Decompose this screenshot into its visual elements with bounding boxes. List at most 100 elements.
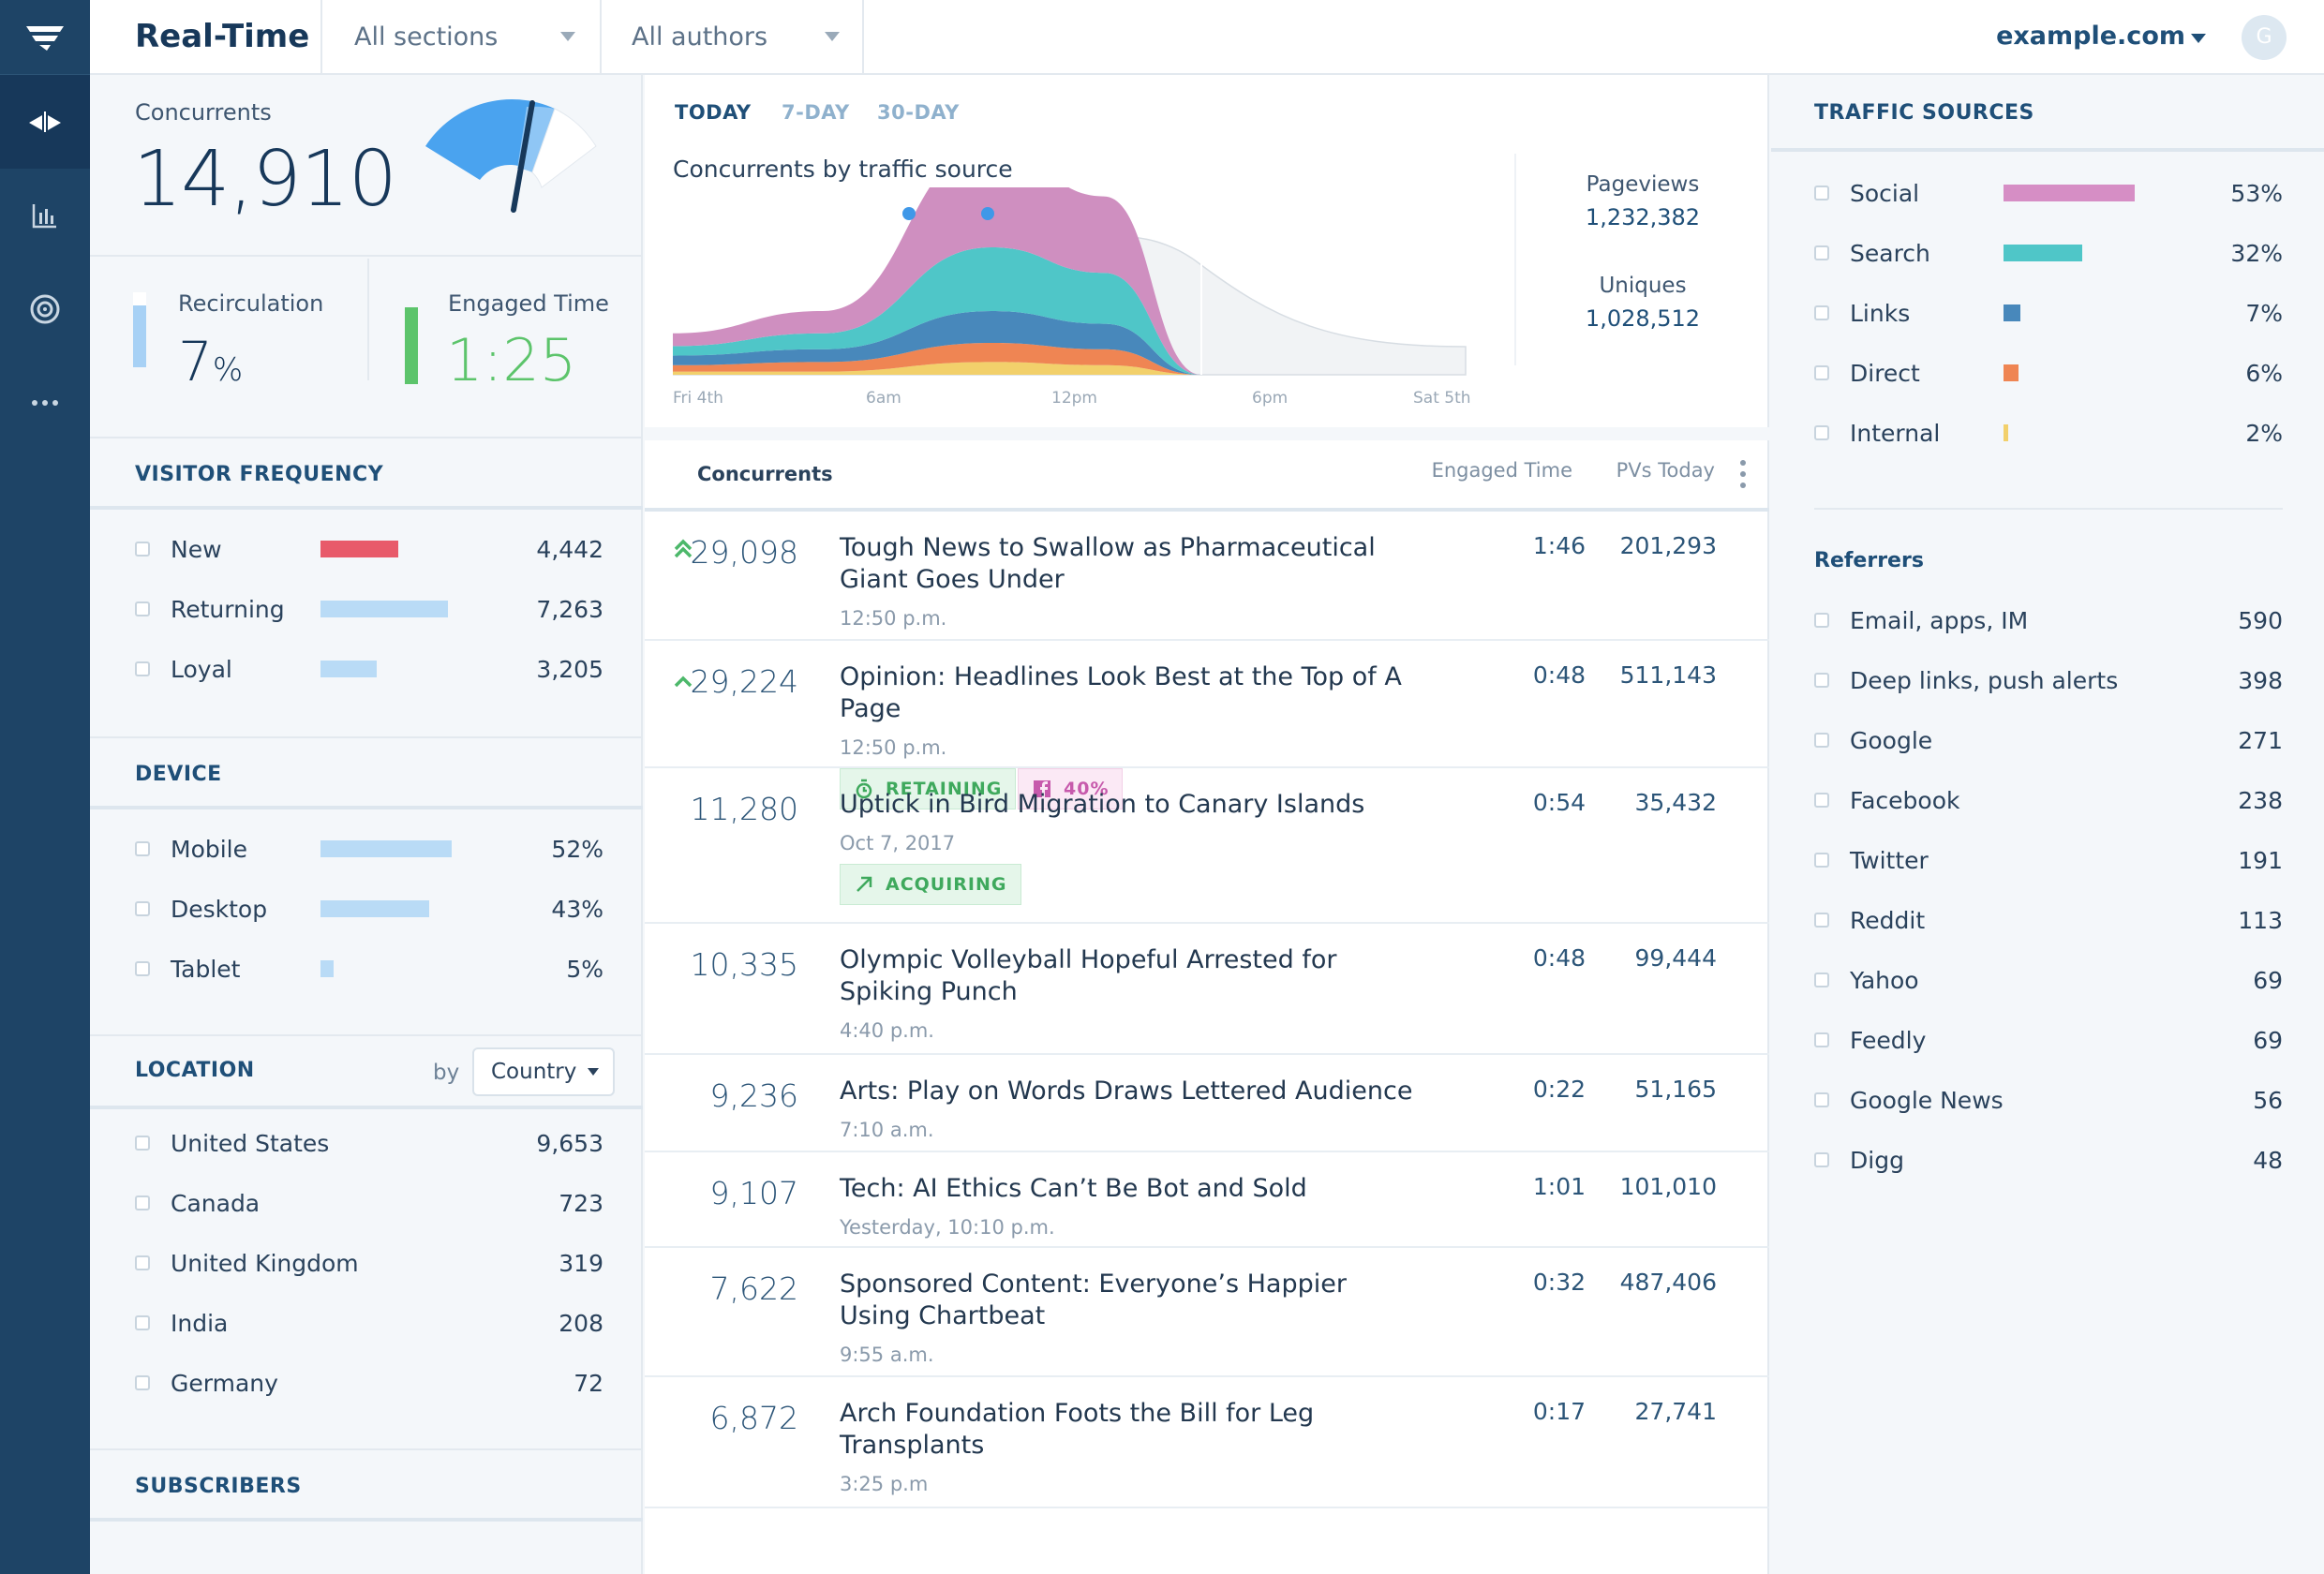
referrer-row[interactable]: Feedly 69	[1814, 1010, 2283, 1070]
story-title[interactable]: Uptick in Bird Migration to Canary Islan…	[840, 790, 1365, 819]
story-title[interactable]: Tough News to Swallow as Pharmaceutical …	[840, 533, 1376, 594]
story-title[interactable]: Opinion: Headlines Look Best at the Top …	[840, 662, 1402, 723]
traffic-source-row[interactable]: Search 32%	[1814, 223, 2283, 283]
location-row[interactable]: United States 9,653	[135, 1113, 603, 1173]
chartbeat-logo[interactable]	[0, 0, 90, 75]
target-icon[interactable]	[0, 262, 90, 356]
device-row[interactable]: Mobile 52%	[135, 819, 603, 879]
checkbox[interactable]	[1814, 1152, 1829, 1167]
referrer-row[interactable]: Email, apps, IM 590	[1814, 590, 2283, 650]
series-area-search[interactable]	[673, 247, 1201, 375]
checkbox[interactable]	[1814, 793, 1829, 808]
story-time: 7:10 a.m.	[840, 1119, 934, 1141]
referrer-row[interactable]: Digg 48	[1814, 1130, 2283, 1190]
referrer-row[interactable]: Deep links, push alerts 398	[1814, 650, 2283, 710]
checkbox[interactable]	[1814, 913, 1829, 928]
checkbox[interactable]	[135, 901, 150, 916]
annotation-dot[interactable]	[902, 207, 916, 220]
traffic-source-row[interactable]: Social 53%	[1814, 163, 2283, 223]
avatar[interactable]: G	[2242, 15, 2287, 60]
series-area-direct[interactable]	[673, 343, 1201, 375]
column-options-icon[interactable]	[1739, 459, 1747, 489]
story-row[interactable]: 7,622 Sponsored Content: Everyone’s Happi…	[645, 1248, 1769, 1377]
visitor-frequency-row[interactable]: New 4,442	[135, 519, 603, 579]
checkbox[interactable]	[1814, 365, 1829, 380]
sections-dropdown[interactable]: All sections	[354, 22, 499, 52]
checkbox[interactable]	[1814, 305, 1829, 320]
checkbox[interactable]	[135, 841, 150, 856]
checkbox[interactable]	[135, 1255, 150, 1270]
story-row[interactable]: 10,335 Olympic Volleyball Hopeful Arreste…	[645, 924, 1769, 1055]
referrer-row[interactable]: Google News 56	[1814, 1070, 2283, 1130]
story-row[interactable]: 9,107 Tech: AI Ethics Can’t Be Bot and So…	[645, 1152, 1769, 1248]
location-row[interactable]: Germany 72	[135, 1353, 603, 1413]
traffic-source-bar	[2004, 304, 2191, 321]
checkbox[interactable]	[1814, 853, 1829, 868]
col-pvs-header[interactable]: PVs Today	[1616, 459, 1715, 482]
device-row[interactable]: Tablet 5%	[135, 939, 603, 999]
checkbox[interactable]	[135, 1375, 150, 1390]
traffic-source-row[interactable]: Internal 2%	[1814, 403, 2283, 463]
referrer-row[interactable]: Yahoo 69	[1814, 950, 2283, 1010]
story-row[interactable]: 29,098 Tough News to Swallow as Pharmaceu…	[645, 512, 1769, 641]
checkbox[interactable]	[1814, 973, 1829, 987]
col-concurrents-header[interactable]: Concurrents	[697, 463, 833, 485]
location-row[interactable]: Canada 723	[135, 1173, 603, 1233]
checkbox[interactable]	[135, 661, 150, 676]
more-icon[interactable]	[0, 356, 90, 450]
checkbox[interactable]	[1814, 1032, 1829, 1047]
acquiring-badge[interactable]: ACQUIRING	[840, 864, 1021, 905]
referrer-row[interactable]: Reddit 113	[1814, 890, 2283, 950]
story-title[interactable]: Arts: Play on Words Draws Lettered Audie…	[840, 1077, 1413, 1106]
checkbox[interactable]	[1814, 613, 1829, 628]
pageviews-value: 1,232,382	[1585, 204, 1701, 230]
visitor-frequency-row[interactable]: Loyal 3,205	[135, 639, 603, 699]
series-area-links[interactable]	[673, 311, 1201, 375]
checkbox[interactable]	[1814, 425, 1829, 440]
story-row[interactable]: 29,224 Opinion: Headlines Look Best at th…	[645, 641, 1769, 809]
retaining-badge[interactable]: RETAINING	[840, 768, 1017, 809]
story-title[interactable]: Arch Foundation Foots the Bill for Leg T…	[840, 1399, 1315, 1460]
referrer-row[interactable]: Twitter 191	[1814, 830, 2283, 890]
checkbox[interactable]	[135, 961, 150, 976]
traffic-source-row[interactable]: Links 7%	[1814, 283, 2283, 343]
reports-bar-chart-icon[interactable]	[0, 169, 90, 262]
story-concurrents: 11,280	[690, 791, 798, 827]
referrer-row[interactable]: Google 271	[1814, 710, 2283, 770]
checkbox[interactable]	[1814, 673, 1829, 688]
story-title[interactable]: Sponsored Content: Everyone’s Happier Us…	[840, 1270, 1347, 1330]
facebook-share-badge[interactable]: 40%	[1018, 768, 1124, 809]
tab-7-day[interactable]: 7-DAY	[782, 101, 850, 124]
annotation-dot[interactable]	[981, 207, 994, 220]
checkbox[interactable]	[1814, 245, 1829, 260]
story-row[interactable]: 9,236 Arts: Play on Words Draws Lettered …	[645, 1055, 1769, 1152]
tab-today[interactable]: TODAY	[675, 101, 752, 124]
authors-dropdown[interactable]: All authors	[632, 22, 768, 52]
visitor-frequency-bar-fill	[320, 541, 398, 557]
checkbox[interactable]	[135, 542, 150, 557]
series-area-social[interactable]	[673, 187, 1201, 375]
checkbox[interactable]	[135, 1315, 150, 1330]
story-title[interactable]: Olympic Volleyball Hopeful Arrested for …	[840, 945, 1337, 1006]
location-country-select[interactable]: Country	[472, 1047, 615, 1096]
checkbox[interactable]	[135, 601, 150, 616]
checkbox[interactable]	[135, 1136, 150, 1151]
checkbox[interactable]	[135, 1195, 150, 1210]
checkbox[interactable]	[1814, 733, 1829, 748]
domain-selector[interactable]: example.com	[1996, 22, 2185, 51]
device-row[interactable]: Desktop 43%	[135, 879, 603, 939]
visitor-frequency-row[interactable]: Returning 7,263	[135, 579, 603, 639]
story-engaged-time: 1:01	[1532, 1173, 1586, 1200]
tab-30-day[interactable]: 30-DAY	[877, 101, 960, 124]
realtime-nav-icon[interactable]	[0, 75, 90, 169]
checkbox[interactable]	[1814, 186, 1829, 200]
story-row[interactable]: 11,280 Uptick in Bird Migration to Canary…	[645, 768, 1769, 924]
story-row[interactable]: 6,872 Arch Foundation Foots the Bill for …	[645, 1377, 1769, 1508]
traffic-source-row[interactable]: Direct 6%	[1814, 343, 2283, 403]
location-row[interactable]: United Kingdom 319	[135, 1233, 603, 1293]
checkbox[interactable]	[1814, 1092, 1829, 1107]
location-row[interactable]: India 208	[135, 1293, 603, 1353]
story-title[interactable]: Tech: AI Ethics Can’t Be Bot and Sold	[840, 1174, 1307, 1203]
col-engaged-header[interactable]: Engaged Time	[1431, 459, 1572, 482]
referrer-row[interactable]: Facebook 238	[1814, 770, 2283, 830]
